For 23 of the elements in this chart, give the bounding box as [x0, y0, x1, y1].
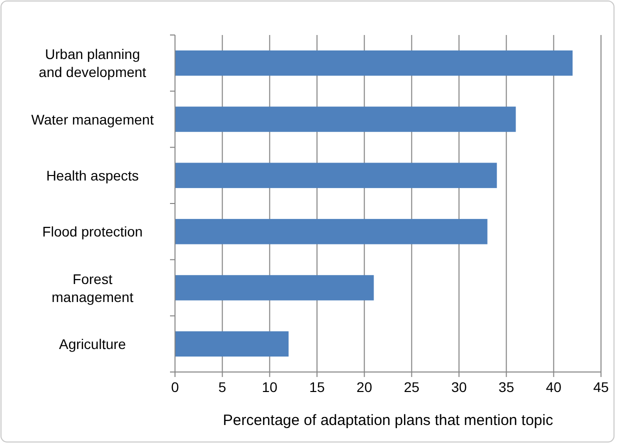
y-tick-label: Water management: [31, 111, 154, 128]
y-tick-label: Urban planning and development: [38, 46, 146, 80]
bar: [175, 50, 573, 76]
y-tick-label: Flood protection: [42, 224, 143, 240]
x-tick-label: 35: [498, 379, 514, 395]
x-tick-label: 45: [593, 379, 609, 395]
x-tick-label: 15: [309, 379, 325, 395]
bar: [175, 275, 374, 300]
x-tick-label: 25: [404, 379, 420, 395]
x-tick-label: 20: [356, 379, 372, 395]
x-tick-label: 40: [546, 379, 562, 395]
x-tick-label: 5: [218, 379, 226, 395]
bar: [175, 218, 488, 244]
y-tick-label: Health aspects: [46, 167, 139, 184]
x-tick-label: 30: [451, 379, 467, 395]
y-tick-label: Forest management: [52, 270, 134, 305]
x-tick-label: 10: [262, 379, 278, 395]
bar: [175, 162, 497, 188]
bar: [175, 106, 516, 132]
x-axis-title: Percentage of adaptation plans that mention topic: [222, 412, 554, 429]
x-tick-label: 0: [171, 379, 180, 395]
y-tick-label: Agriculture: [59, 336, 126, 352]
bar: [175, 331, 289, 357]
